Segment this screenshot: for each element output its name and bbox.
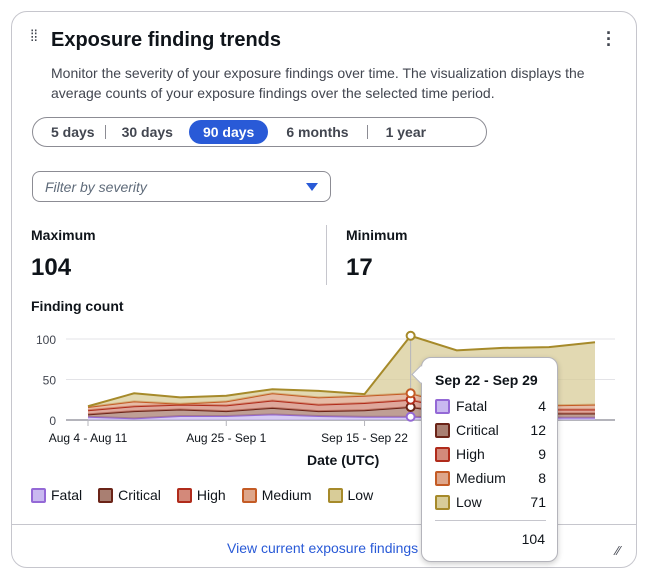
tooltip-row-fatal: Fatal 4 bbox=[435, 398, 546, 414]
x-axis-label: Date (UTC) bbox=[307, 452, 380, 468]
tooltip-series-value: 71 bbox=[530, 494, 546, 510]
y-tick-label: 50 bbox=[43, 374, 57, 388]
tooltip-series-name: Medium bbox=[456, 470, 506, 486]
legend-swatch bbox=[241, 487, 257, 503]
point-marker bbox=[405, 411, 416, 422]
tooltip-series-value: 12 bbox=[530, 422, 546, 438]
tooltip-series-value: 8 bbox=[538, 470, 546, 486]
x-tick-label: Aug 4 - Aug 11 bbox=[49, 431, 128, 445]
tooltip-row-high: High 9 bbox=[435, 446, 546, 462]
widget-card bbox=[11, 11, 637, 568]
chart-title: Finding count bbox=[31, 298, 124, 314]
caret-down-icon bbox=[306, 183, 318, 191]
time-range-selector: 5 days 30 days 90 days 6 months 1 year bbox=[32, 117, 487, 147]
legend-item-high[interactable]: High bbox=[176, 487, 226, 503]
tooltip-swatch bbox=[435, 446, 450, 462]
legend-item-fatal[interactable]: Fatal bbox=[31, 487, 82, 503]
legend-label: Low bbox=[347, 487, 374, 503]
drag-handle-icon[interactable]: ⁞⁞ bbox=[30, 28, 38, 45]
range-90-days[interactable]: 90 days bbox=[188, 120, 269, 144]
tooltip-title: Sep 22 - Sep 29 bbox=[435, 372, 538, 388]
legend-label: Critical bbox=[118, 487, 161, 503]
legend-swatch bbox=[176, 487, 192, 503]
legend-label: High bbox=[196, 487, 226, 503]
tooltip-swatch bbox=[435, 494, 450, 510]
divider bbox=[366, 125, 368, 139]
point-marker bbox=[405, 388, 416, 399]
view-findings-link[interactable]: View current exposure findings bbox=[227, 540, 419, 556]
line-low bbox=[87, 334, 596, 408]
divider bbox=[104, 125, 106, 139]
legend-item-critical[interactable]: Critical bbox=[98, 487, 161, 503]
legend-item-low[interactable]: Low bbox=[327, 487, 374, 503]
legend-swatch bbox=[327, 487, 343, 503]
point-marker bbox=[405, 330, 416, 341]
widget-title: Exposure finding trends bbox=[51, 29, 282, 51]
vertical-ellipsis-icon[interactable]: · · · bbox=[606, 23, 612, 55]
tooltip-row-critical: Critical 12 bbox=[435, 422, 546, 438]
tooltip-swatch bbox=[435, 470, 450, 486]
tooltip-series-value: 4 bbox=[538, 398, 546, 414]
legend-item-medium[interactable]: Medium bbox=[241, 487, 312, 503]
chart-legend: Fatal Critical High Medium Low bbox=[31, 487, 373, 503]
minimum-label: Minimum bbox=[346, 227, 408, 243]
resize-handle-icon[interactable]: ⁄⁄ bbox=[616, 543, 621, 558]
range-30-days[interactable]: 30 days bbox=[121, 124, 173, 140]
tooltip-series-name: High bbox=[456, 446, 485, 462]
x-tick-label: Sep 15 - Sep 22 bbox=[321, 431, 408, 445]
tooltip-total: 104 bbox=[521, 531, 545, 547]
maximum-value: 104 bbox=[31, 254, 72, 281]
legend-swatch bbox=[31, 487, 46, 503]
range-6-months[interactable]: 6 months bbox=[286, 124, 349, 140]
tooltip-swatch bbox=[435, 422, 450, 438]
divider bbox=[12, 524, 636, 525]
divider bbox=[435, 520, 546, 521]
range-5-days[interactable]: 5 days bbox=[51, 124, 95, 140]
tooltip-swatch bbox=[435, 398, 450, 414]
minimum-value: 17 bbox=[346, 254, 373, 281]
range-1-year[interactable]: 1 year bbox=[385, 124, 427, 140]
x-tick-label: Aug 25 - Sep 1 bbox=[186, 431, 266, 445]
tooltip-row-low: Low 71 bbox=[435, 494, 546, 510]
tooltip-series-value: 9 bbox=[538, 446, 546, 462]
tooltip-series-name: Critical bbox=[456, 422, 499, 438]
tooltip-series-name: Low bbox=[456, 494, 482, 510]
maximum-label: Maximum bbox=[31, 227, 96, 243]
legend-label: Fatal bbox=[51, 487, 83, 503]
chart-tooltip: Sep 22 - Sep 29 104 Fatal 4 Critical 12 High… bbox=[411, 357, 558, 562]
tooltip-series-name: Fatal bbox=[456, 398, 488, 414]
filter-placeholder: Filter by severity bbox=[45, 179, 147, 195]
legend-swatch bbox=[98, 487, 114, 503]
tooltip-row-medium: Medium 8 bbox=[435, 470, 546, 486]
widget-description: Monitor the severity of your exposure fi… bbox=[51, 65, 585, 101]
legend-label: Medium bbox=[261, 487, 312, 503]
severity-filter-select[interactable]: Filter by severity bbox=[32, 171, 331, 202]
divider bbox=[326, 225, 327, 285]
y-tick-label: 100 bbox=[36, 333, 56, 347]
y-tick-label: 0 bbox=[49, 414, 56, 428]
